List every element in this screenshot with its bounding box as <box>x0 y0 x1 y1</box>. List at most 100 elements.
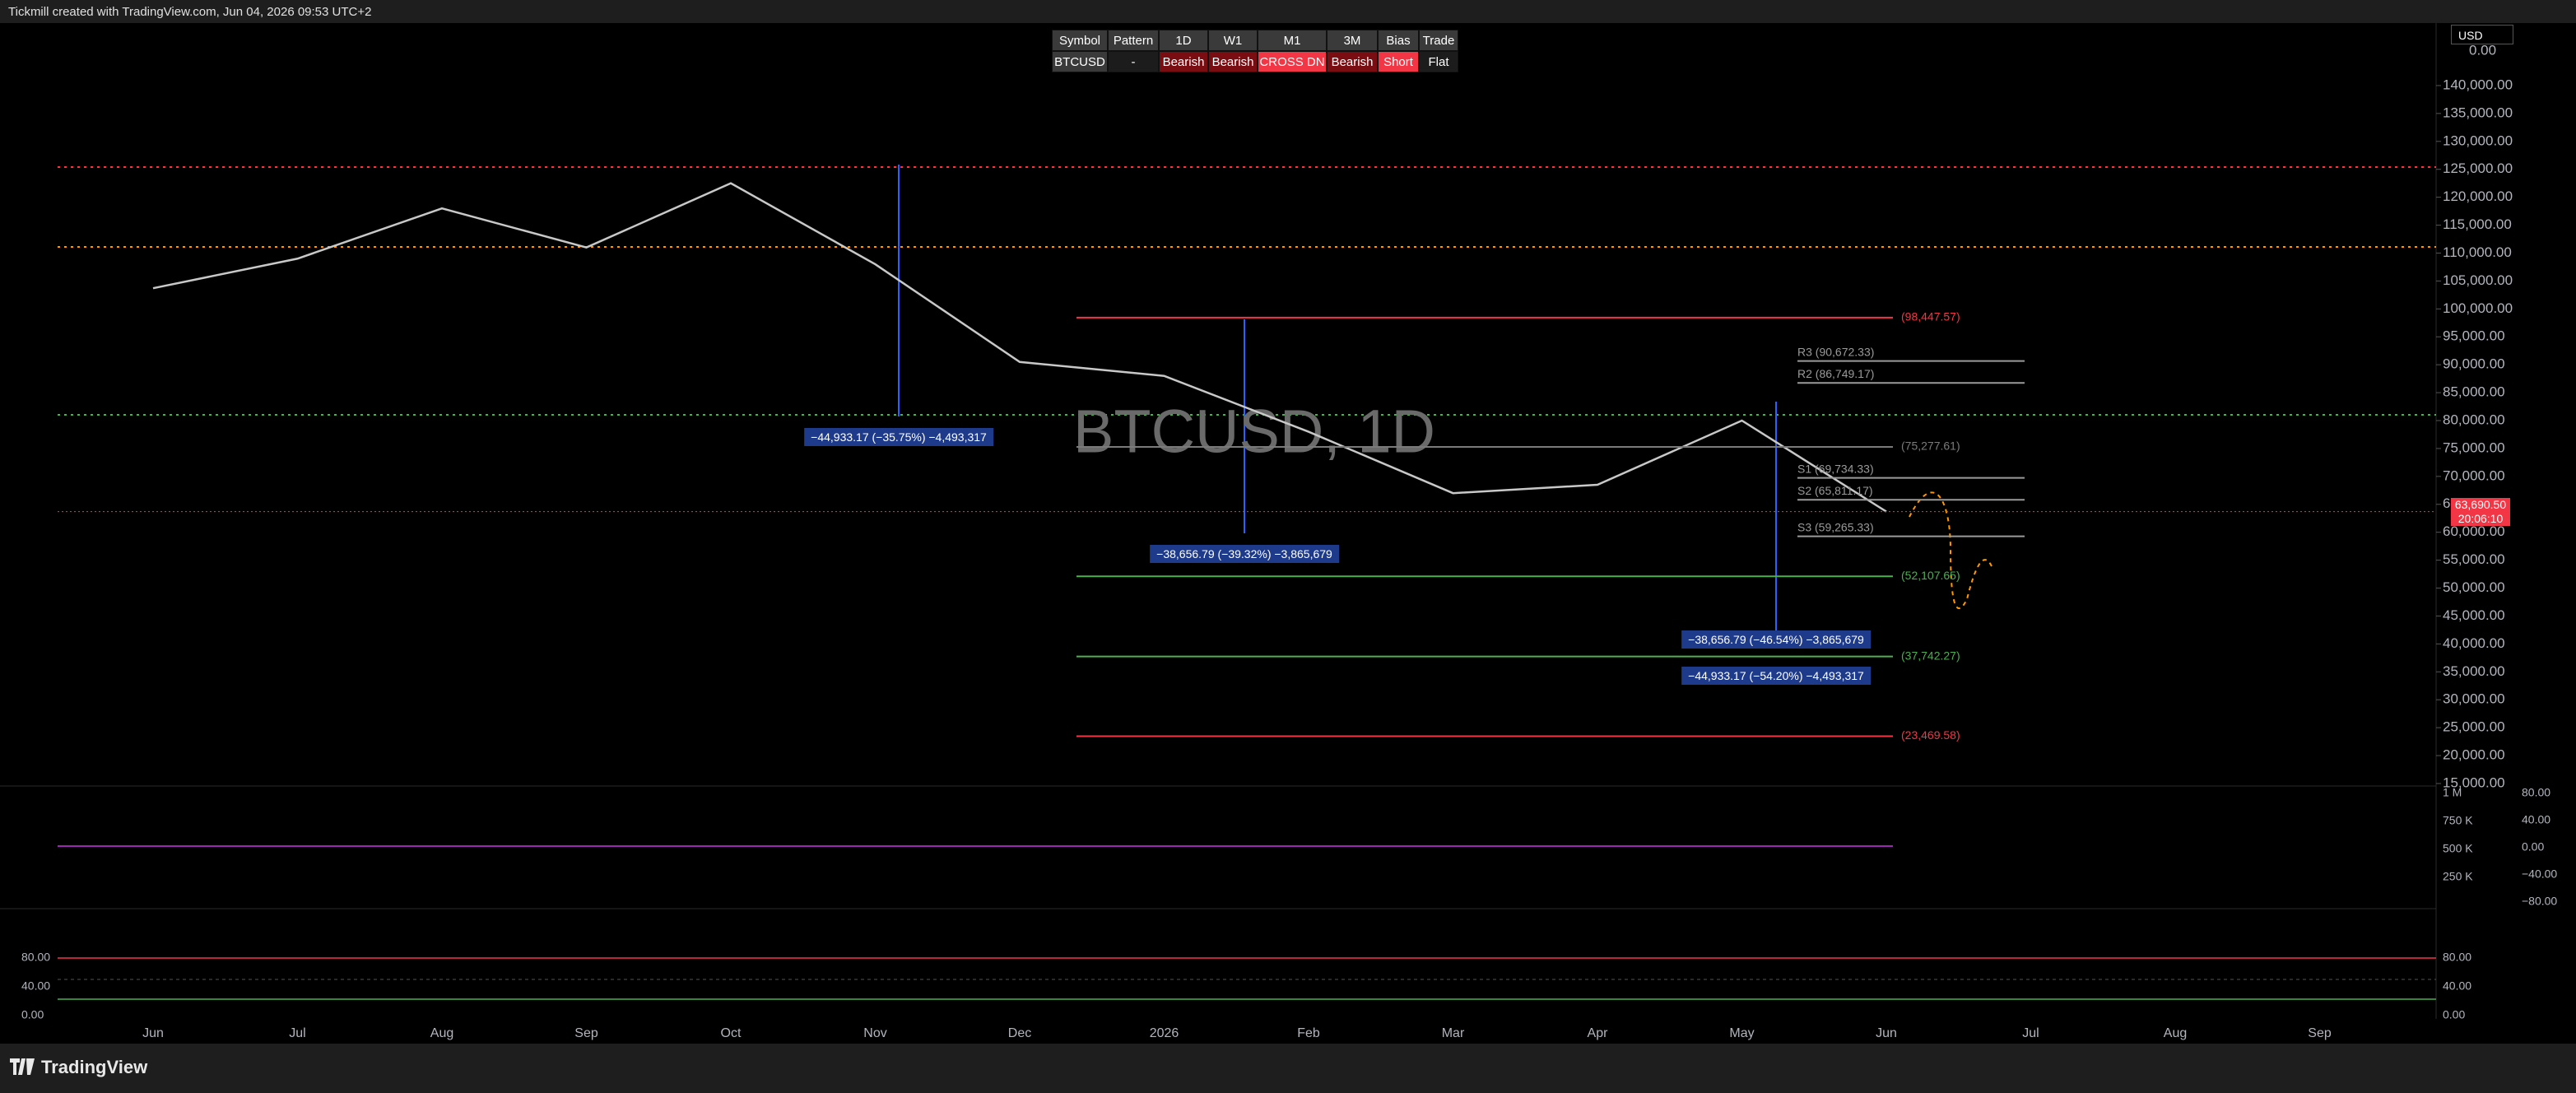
attribution: Tickmill created with TradingView.com, J… <box>8 5 372 19</box>
level-label: S3 (59,265.33) <box>1797 520 1874 533</box>
table-cell: Bearish <box>1327 51 1378 72</box>
y-tick-label: 55,000.00 <box>2443 551 2505 567</box>
header-cell: M1 <box>1258 30 1327 51</box>
signal-table: Symbol Pattern 1D W1 M1 3M Bias Trade BTCUSD - Bea… <box>1052 30 1458 72</box>
y-tick-label: 70,000.00 <box>2443 467 2505 483</box>
y-tick-label: 135,000.00 <box>2443 105 2513 120</box>
x-tick-label: May <box>1729 1026 1754 1040</box>
table-cell: Short <box>1378 51 1419 72</box>
osc-axis-label: −80.00 <box>2522 895 2557 908</box>
y-tick-label: 15,000.00 <box>2443 774 2505 790</box>
footer: TradingView <box>0 1044 2576 1093</box>
table-cell: Bearish <box>1208 51 1258 72</box>
osc-axis-label: 40.00 <box>2522 813 2550 826</box>
top-value: 0.00 <box>2469 42 2496 58</box>
y-tick-label: 75,000.00 <box>2443 440 2505 455</box>
last-price-tag: 63,690.50 20:06:10 <box>2451 497 2510 526</box>
osc-axis-label: 0.00 <box>2522 840 2544 853</box>
y-tick-label: 90,000.00 <box>2443 356 2505 372</box>
header-cell: Bias <box>1378 30 1419 51</box>
level-label: S2 (65,811.17) <box>1797 484 1873 497</box>
x-tick-label: Apr <box>1588 1026 1609 1040</box>
stoch-axis-label: 40.00 <box>2443 979 2471 993</box>
header-cell: Trade <box>1419 30 1458 51</box>
forecast-path <box>1909 491 1992 609</box>
level-label: R3 (90,672.33) <box>1797 345 1874 358</box>
x-tick-label: Jul <box>289 1026 305 1040</box>
y-tick-label: 95,000.00 <box>2443 328 2505 344</box>
stoch-axis-label: 0.00 <box>2443 1008 2465 1021</box>
osc-axis-label: 80.00 <box>2522 786 2550 799</box>
x-tick-label: 2026 <box>1150 1026 1179 1040</box>
y-tick-label: 110,000.00 <box>2443 244 2512 260</box>
brand: TradingView <box>41 1057 148 1077</box>
y-tick-label: 125,000.00 <box>2443 160 2513 176</box>
y-tick-label: 120,000.00 <box>2443 188 2513 204</box>
x-tick-label: Sep <box>2308 1026 2332 1040</box>
y-tick-label: 100,000.00 <box>2443 300 2513 316</box>
level-label: (75,277.61) <box>1901 440 1960 453</box>
y-tick-label: 130,000.00 <box>2443 133 2513 148</box>
x-tick-label: Jun <box>1876 1026 1897 1040</box>
header-cell: Pattern <box>1108 30 1159 51</box>
header-cell: 3M <box>1327 30 1378 51</box>
x-tick-label: Jun <box>142 1026 164 1040</box>
level-label: (98,447.57) <box>1901 310 1960 323</box>
volume-axis-label: 1 M <box>2443 786 2462 799</box>
stoch-axis-label: 0.00 <box>21 1008 44 1021</box>
table-cell: Flat <box>1419 51 1458 72</box>
y-tick-label: 115,000.00 <box>2443 216 2512 232</box>
level-label: S1 (69,734.33) <box>1797 462 1874 475</box>
stoch-axis-label: 80.00 <box>21 951 50 964</box>
measurement-label: −44,933.17 (−54.20%) −4,493,317 <box>1681 667 1871 685</box>
x-tick-label: Jul <box>2022 1026 2039 1040</box>
price-line <box>152 182 1887 513</box>
header-cell: 1D <box>1159 30 1208 51</box>
table-cell: BTCUSD <box>1052 51 1108 72</box>
table-cell: Bearish <box>1159 51 1208 72</box>
y-tick-label: 20,000.00 <box>2443 747 2505 763</box>
header-cell: W1 <box>1208 30 1258 51</box>
x-tick-label: Aug <box>2164 1026 2187 1040</box>
table-cell: - <box>1108 51 1159 72</box>
top-bar: Tickmill created with TradingView.com, J… <box>0 0 2576 23</box>
countdown: 20:06:10 <box>2457 511 2504 525</box>
measurement-label: −38,656.79 (−46.54%) −3,865,679 <box>1681 630 1871 649</box>
volume-axis-label: 500 K <box>2443 842 2473 855</box>
x-tick-label: Feb <box>1297 1026 1320 1040</box>
watermark: BTCUSD, 1D <box>1073 398 1435 466</box>
y-tick-label: 50,000.00 <box>2443 579 2505 595</box>
x-tick-label: Nov <box>863 1026 886 1040</box>
measurement-label: −38,656.79 (−39.32%) −3,865,679 <box>1150 545 1339 563</box>
y-tick-label: 105,000.00 <box>2443 272 2513 288</box>
header-cell: Symbol <box>1052 30 1108 51</box>
level-label: (37,742.27) <box>1901 649 1960 662</box>
chart: BTCUSD, 1D 0.00 15,000.00 20,000.00 25,000… <box>0 23 2557 1040</box>
y-tick-label: 25,000.00 <box>2443 719 2505 735</box>
last-price: 63,690.50 <box>2454 497 2507 511</box>
level-label: R2 (86,749.17) <box>1797 367 1874 380</box>
y-tick-label: 30,000.00 <box>2443 691 2505 707</box>
x-tick-label: Sep <box>574 1026 598 1040</box>
x-tick-label: Oct <box>721 1026 742 1040</box>
level-label: (23,469.58) <box>1901 728 1960 742</box>
logo <box>10 1058 35 1075</box>
osc-axis-label: −40.00 <box>2522 867 2557 881</box>
table-header: Symbol Pattern 1D W1 M1 3M Bias Trade <box>1052 30 1458 51</box>
x-tick-label: Aug <box>430 1026 453 1040</box>
currency-selector[interactable]: USD <box>2451 25 2513 44</box>
x-tick-label: Dec <box>1008 1026 1031 1040</box>
table-cell: CROSS DN <box>1258 51 1327 72</box>
y-tick-label: 85,000.00 <box>2443 384 2505 400</box>
stoch-axis-label: 40.00 <box>21 979 50 993</box>
x-tick-label: Mar <box>1442 1026 1465 1040</box>
volume-axis-label: 750 K <box>2443 814 2473 827</box>
stoch-axis-label: 80.00 <box>2443 951 2471 964</box>
y-tick-label: 35,000.00 <box>2443 663 2505 679</box>
y-tick-label: 80,000.00 <box>2443 412 2505 427</box>
table-row: BTCUSD - Bearish Bearish CROSS DN Bearish Shor… <box>1052 51 1458 72</box>
measurement-label: −44,933.17 (−35.75%) −4,493,317 <box>804 428 993 446</box>
level-label: (52,107.65) <box>1901 569 1960 582</box>
y-tick-label: 45,000.00 <box>2443 607 2505 623</box>
